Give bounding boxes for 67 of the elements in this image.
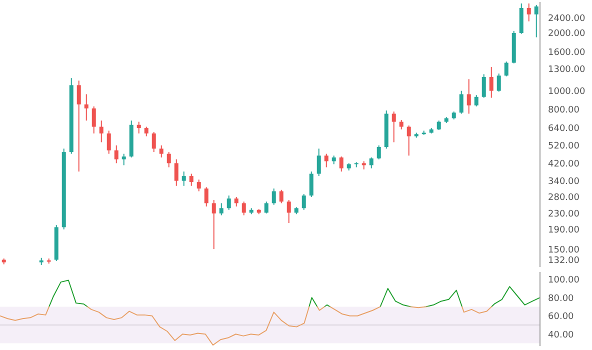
candlestick (354, 162, 358, 168)
candlestick (166, 152, 171, 168)
y-tick-label: 100.00 (548, 276, 580, 286)
candlestick (316, 148, 321, 177)
y-tick-label: 2400.00 (548, 14, 586, 24)
candlestick (466, 78, 471, 114)
candlestick (302, 194, 306, 210)
candlestick (309, 171, 314, 198)
candlestick (504, 61, 508, 77)
line-series (0, 280, 540, 346)
candlestick (122, 153, 126, 166)
candlestick (174, 158, 178, 186)
candlestick (406, 124, 411, 156)
candlestick (324, 153, 328, 168)
y-tick-label: 640.00 (548, 124, 580, 134)
candlestick (152, 132, 156, 153)
y-tick-label: 280.00 (548, 193, 580, 204)
candlestick (496, 73, 501, 92)
candlestick (182, 171, 186, 186)
candlestick (212, 200, 216, 250)
candlestick (144, 126, 148, 137)
y-tick-label: 1000.00 (548, 87, 586, 98)
candlestick (136, 121, 141, 134)
candlestick (219, 202, 224, 216)
candlestick (99, 120, 104, 143)
candlestick (106, 130, 111, 154)
candlestick (482, 74, 486, 98)
y-tick-label: 520.00 (548, 142, 580, 152)
y-tick-label: 60.00 (548, 312, 574, 322)
y-tick-label: 190.00 (548, 226, 580, 236)
y-tick-label: 340.00 (548, 177, 580, 188)
y-tick-label: 150.00 (548, 245, 580, 256)
candlestick (286, 200, 291, 224)
candlestick (84, 94, 88, 122)
y-tick-label: 1300.00 (548, 65, 586, 76)
candlestick (376, 144, 381, 160)
candlestick (264, 201, 268, 214)
candlestick (392, 111, 396, 143)
candlestick (76, 80, 81, 172)
y-tick-label: 230.00 (548, 210, 580, 220)
candlestick (526, 2, 531, 22)
candlestick (339, 156, 344, 172)
candlestick (534, 4, 538, 38)
y-tick-label: 1600.00 (548, 48, 586, 58)
candlestick (159, 144, 164, 158)
candlestick (459, 90, 464, 114)
y-tick-label: 2000.00 (548, 29, 586, 40)
y-tick-label: 80.00 (548, 294, 574, 304)
candlestick (272, 188, 276, 206)
candlestick (196, 179, 201, 192)
candlestick (489, 66, 494, 98)
y-tick-label: 800.00 (548, 106, 580, 116)
candlestick (92, 106, 96, 134)
y-tick-label: 132.00 (548, 256, 580, 266)
candlestick (474, 94, 478, 107)
candlestick (242, 201, 246, 216)
candlestick (204, 186, 208, 207)
candlestick (436, 120, 441, 131)
candlestick (399, 119, 404, 130)
candlestick (189, 173, 194, 186)
candlestick (369, 156, 374, 169)
candlestick (114, 144, 118, 164)
candlestick (234, 196, 238, 207)
y-tick-label: 420.00 (548, 159, 580, 170)
candlestick (279, 189, 284, 204)
candlestick (226, 195, 231, 210)
y-tick-label: 40.00 (548, 330, 574, 340)
